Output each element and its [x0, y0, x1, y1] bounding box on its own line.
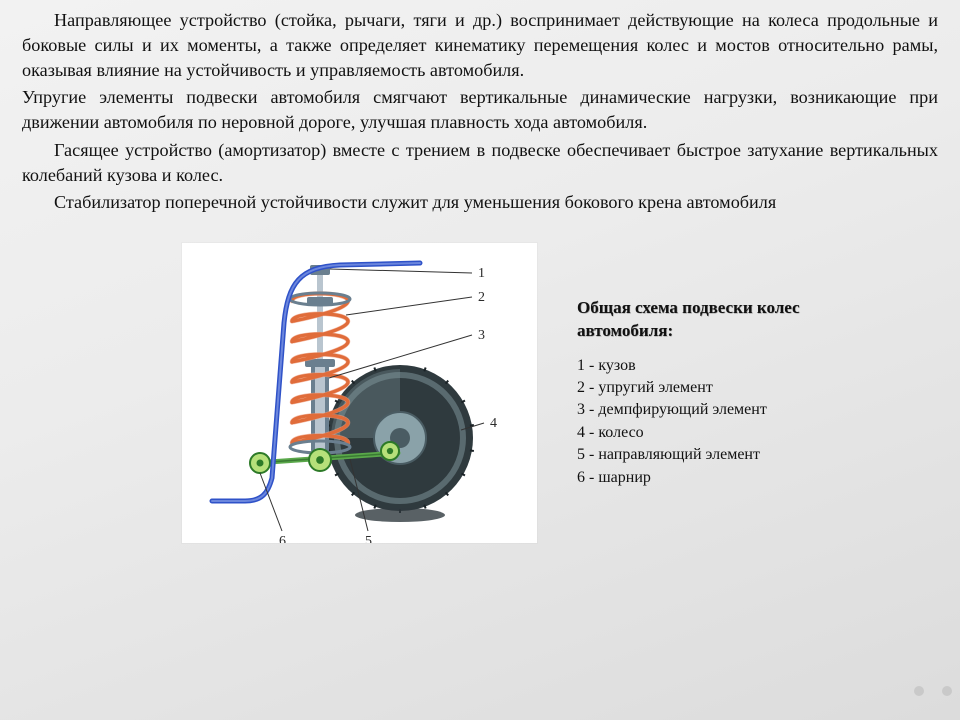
legend-item-4: 4 - колесо — [577, 422, 877, 444]
svg-text:1: 1 — [478, 266, 485, 281]
paragraph-4-text: Стабилизатор поперечной устойчивости слу… — [54, 192, 776, 212]
paragraph-2: Упругие элементы подвески автомобиля смя… — [22, 85, 938, 135]
svg-text:4: 4 — [490, 416, 497, 431]
paragraph-1-text: Направляющее устройство (стойка, рычаги,… — [22, 10, 938, 80]
paragraph-3: Гасящее устройство (амортизатор) вместе … — [22, 138, 938, 188]
paragraph-2-text: Упругие элементы подвески автомобиля смя… — [22, 87, 938, 132]
legend-title: Общая схема подвески колес автомобиля: — [577, 297, 877, 343]
svg-text:3: 3 — [478, 328, 485, 343]
body-text: Направляющее устройство (стойка, рычаги,… — [22, 8, 938, 215]
figure-legend: Общая схема подвески колес автомобиля: 1… — [577, 297, 877, 489]
paragraph-1: Направляющее устройство (стойка, рычаги,… — [22, 8, 938, 83]
svg-text:6: 6 — [279, 534, 286, 543]
legend-item-3: 3 - демпфирующий элемент — [577, 399, 877, 421]
slide-nav-dot — [914, 686, 924, 696]
figure-row: 1 2 3 4 5 6 Общая схема подвески колес автомо… — [22, 243, 938, 543]
paragraph-3-text: Гасящее устройство (амортизатор) вместе … — [22, 140, 938, 185]
legend-item-2: 2 - упругий элемент — [577, 377, 877, 399]
legend-item-6: 6 - шарнир — [577, 467, 877, 489]
legend-item-1: 1 - кузов — [577, 355, 877, 377]
slide-nav-dot — [942, 686, 952, 696]
legend-item-5: 5 - направляющий элемент — [577, 444, 877, 466]
svg-text:5: 5 — [365, 534, 372, 543]
paragraph-4: Стабилизатор поперечной устойчивости слу… — [22, 190, 938, 215]
svg-text:2: 2 — [478, 290, 485, 305]
suspension-diagram: 1 2 3 4 5 6 — [182, 243, 537, 543]
